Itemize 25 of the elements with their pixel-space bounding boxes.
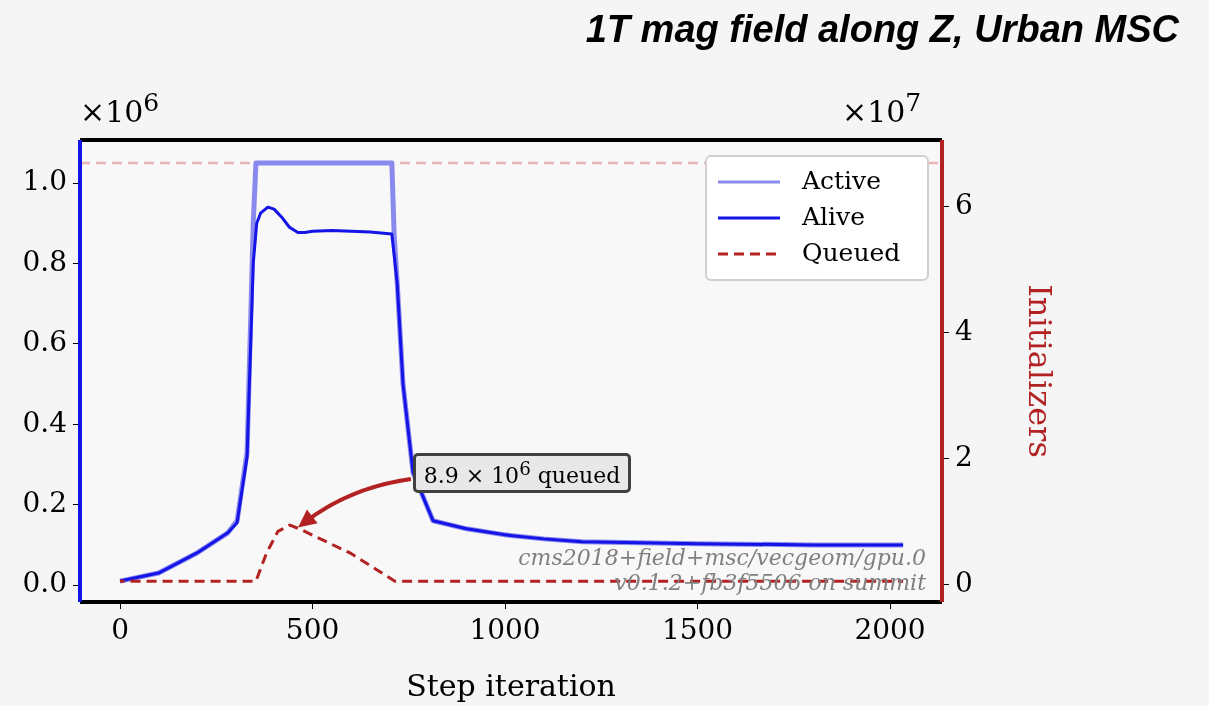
- x-tick-label: 500: [285, 613, 340, 647]
- y-tick-label: 0.2: [22, 485, 67, 519]
- x-tick-label: 1000: [469, 613, 541, 647]
- legend-label: Active: [801, 165, 882, 195]
- annotation: cms2018+field+msc/vecgeom/gpu.0: [518, 545, 926, 570]
- chart-title: 1T mag field along Z, Urban MSC: [585, 8, 1179, 51]
- y2-axis-title: Initializers: [1021, 284, 1060, 458]
- legend-label: Alive: [801, 201, 865, 231]
- y-tick-label: 0.8: [22, 244, 67, 278]
- x-tick-label: 1500: [661, 613, 734, 647]
- y2-tick-label: 4: [955, 314, 973, 348]
- legend-label: Queued: [802, 237, 901, 267]
- x-tick-label: 0: [111, 613, 129, 647]
- y2-tick-label: 6: [955, 188, 973, 222]
- annotation: 8.9 × 10$^{6}$ queued: [412, 452, 632, 493]
- y2-tick-label: 2: [955, 440, 973, 474]
- y-tick-label: 0.6: [22, 325, 67, 359]
- text: ×10$^{7}$: [842, 88, 922, 129]
- text: ×10$^{6}$: [80, 88, 160, 129]
- x-axis-title: Step iteration: [406, 667, 616, 703]
- y-tick-label: 0.4: [22, 405, 67, 439]
- y-tick-label: 0.0: [22, 566, 67, 600]
- y2-tick-label: 0: [955, 566, 973, 600]
- x-tick-label: 2000: [854, 613, 926, 647]
- y-tick-label: 1.0: [22, 164, 67, 198]
